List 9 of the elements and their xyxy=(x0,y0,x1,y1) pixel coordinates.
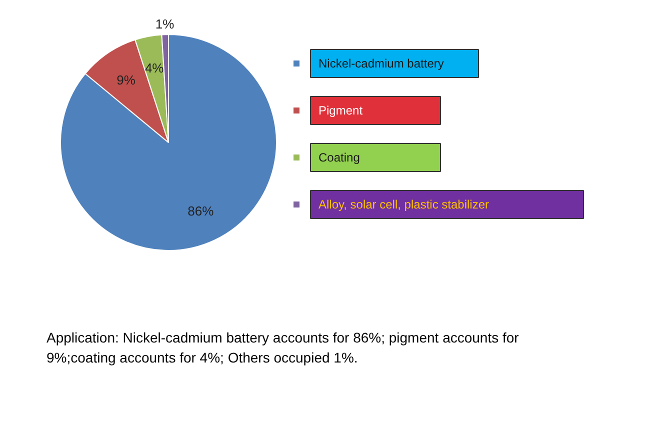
legend-label: Alloy, solar cell, plastic stabilizer xyxy=(318,198,490,212)
data-label: 86% xyxy=(188,203,214,218)
legend-label: Nickel-cadmium battery xyxy=(318,56,444,70)
legend-label: Pigment xyxy=(318,104,364,118)
legend-label: Coating xyxy=(318,150,360,164)
data-label: 9% xyxy=(116,72,136,88)
data-label: 4% xyxy=(144,60,164,76)
data-label: 1% xyxy=(155,16,175,32)
text: Application: Nickel-cadmium battery accounts for 86%; pigment accounts for 9%;coating accounts for 4%; Others occupied 1%. xyxy=(46,330,520,366)
